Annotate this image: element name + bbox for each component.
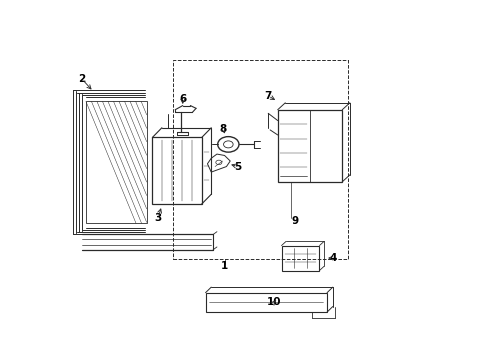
Text: 3: 3 xyxy=(154,213,162,223)
Bar xyxy=(281,246,319,270)
Text: 10: 10 xyxy=(267,297,281,307)
Text: 2: 2 xyxy=(78,74,86,84)
Text: 8: 8 xyxy=(219,124,226,134)
Bar xyxy=(86,102,147,223)
Bar xyxy=(278,110,342,182)
Text: 1: 1 xyxy=(221,261,228,271)
Text: 4: 4 xyxy=(329,253,337,263)
Text: 6: 6 xyxy=(179,94,186,104)
Bar xyxy=(173,60,348,260)
Text: 5: 5 xyxy=(234,162,242,172)
Bar xyxy=(152,138,202,204)
Text: 7: 7 xyxy=(265,91,272,101)
Bar xyxy=(206,293,327,312)
Text: 9: 9 xyxy=(291,216,298,226)
